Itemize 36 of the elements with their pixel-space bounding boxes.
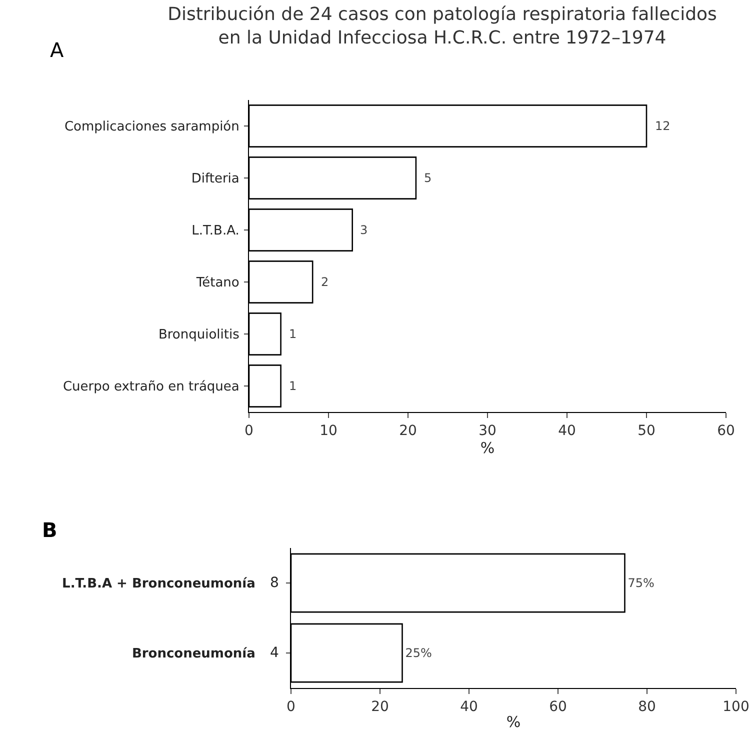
text: A <box>50 38 64 62</box>
x-tick-label: 0 <box>244 422 254 439</box>
annotation: 5 <box>424 171 432 185</box>
annotation: 1 <box>289 327 297 341</box>
x-tick-label: 0 <box>286 698 296 715</box>
annotation: 12 <box>655 119 670 133</box>
x-tick-label: 20 <box>399 422 417 439</box>
data-label: 75% <box>628 576 654 590</box>
x-tick-label: 60 <box>549 698 567 715</box>
data-label: 25% <box>405 646 432 660</box>
annotation: 3 <box>360 223 368 237</box>
x-tick-label: 100 <box>722 698 750 715</box>
y-tick-label: L.T.B.A. <box>192 224 240 239</box>
y-tick-label: Tétano <box>195 276 240 291</box>
x-tick-label: 40 <box>460 698 478 715</box>
x-axis-title: % <box>480 438 495 457</box>
text: 4 <box>270 645 279 661</box>
annotation: 1 <box>289 379 297 393</box>
x-tick-label: 20 <box>371 698 389 715</box>
chart-title: Distribución de 24 casos con patología respiratoria fallecidos en la Unidad Infecciosa H.C.R.C. entre 1972–1974 <box>168 4 717 48</box>
x-tick-label: 30 <box>478 422 496 439</box>
text: 8 <box>270 575 279 591</box>
x-tick-label: 80 <box>638 698 656 715</box>
x-tick-label: 60 <box>717 422 735 439</box>
y-tick-label: Bronconeumonía <box>132 646 256 662</box>
y-tick-label: Difteria <box>191 172 240 187</box>
x-axis-title: % <box>506 712 521 731</box>
y-tick-label: Complicaciones sarampión <box>64 120 240 135</box>
text: B <box>42 518 58 542</box>
y-tick-label: Cuerpo extraño en tráquea <box>62 380 240 395</box>
x-tick-label: 40 <box>558 422 576 439</box>
x-tick-label: 10 <box>320 422 338 439</box>
y-tick-label: Bronquiolitis <box>158 328 240 343</box>
annotation: 2 <box>321 275 329 289</box>
y-tick-label: L.T.B.A + Bronconeumonía <box>62 576 256 592</box>
x-tick-label: 50 <box>638 422 656 439</box>
